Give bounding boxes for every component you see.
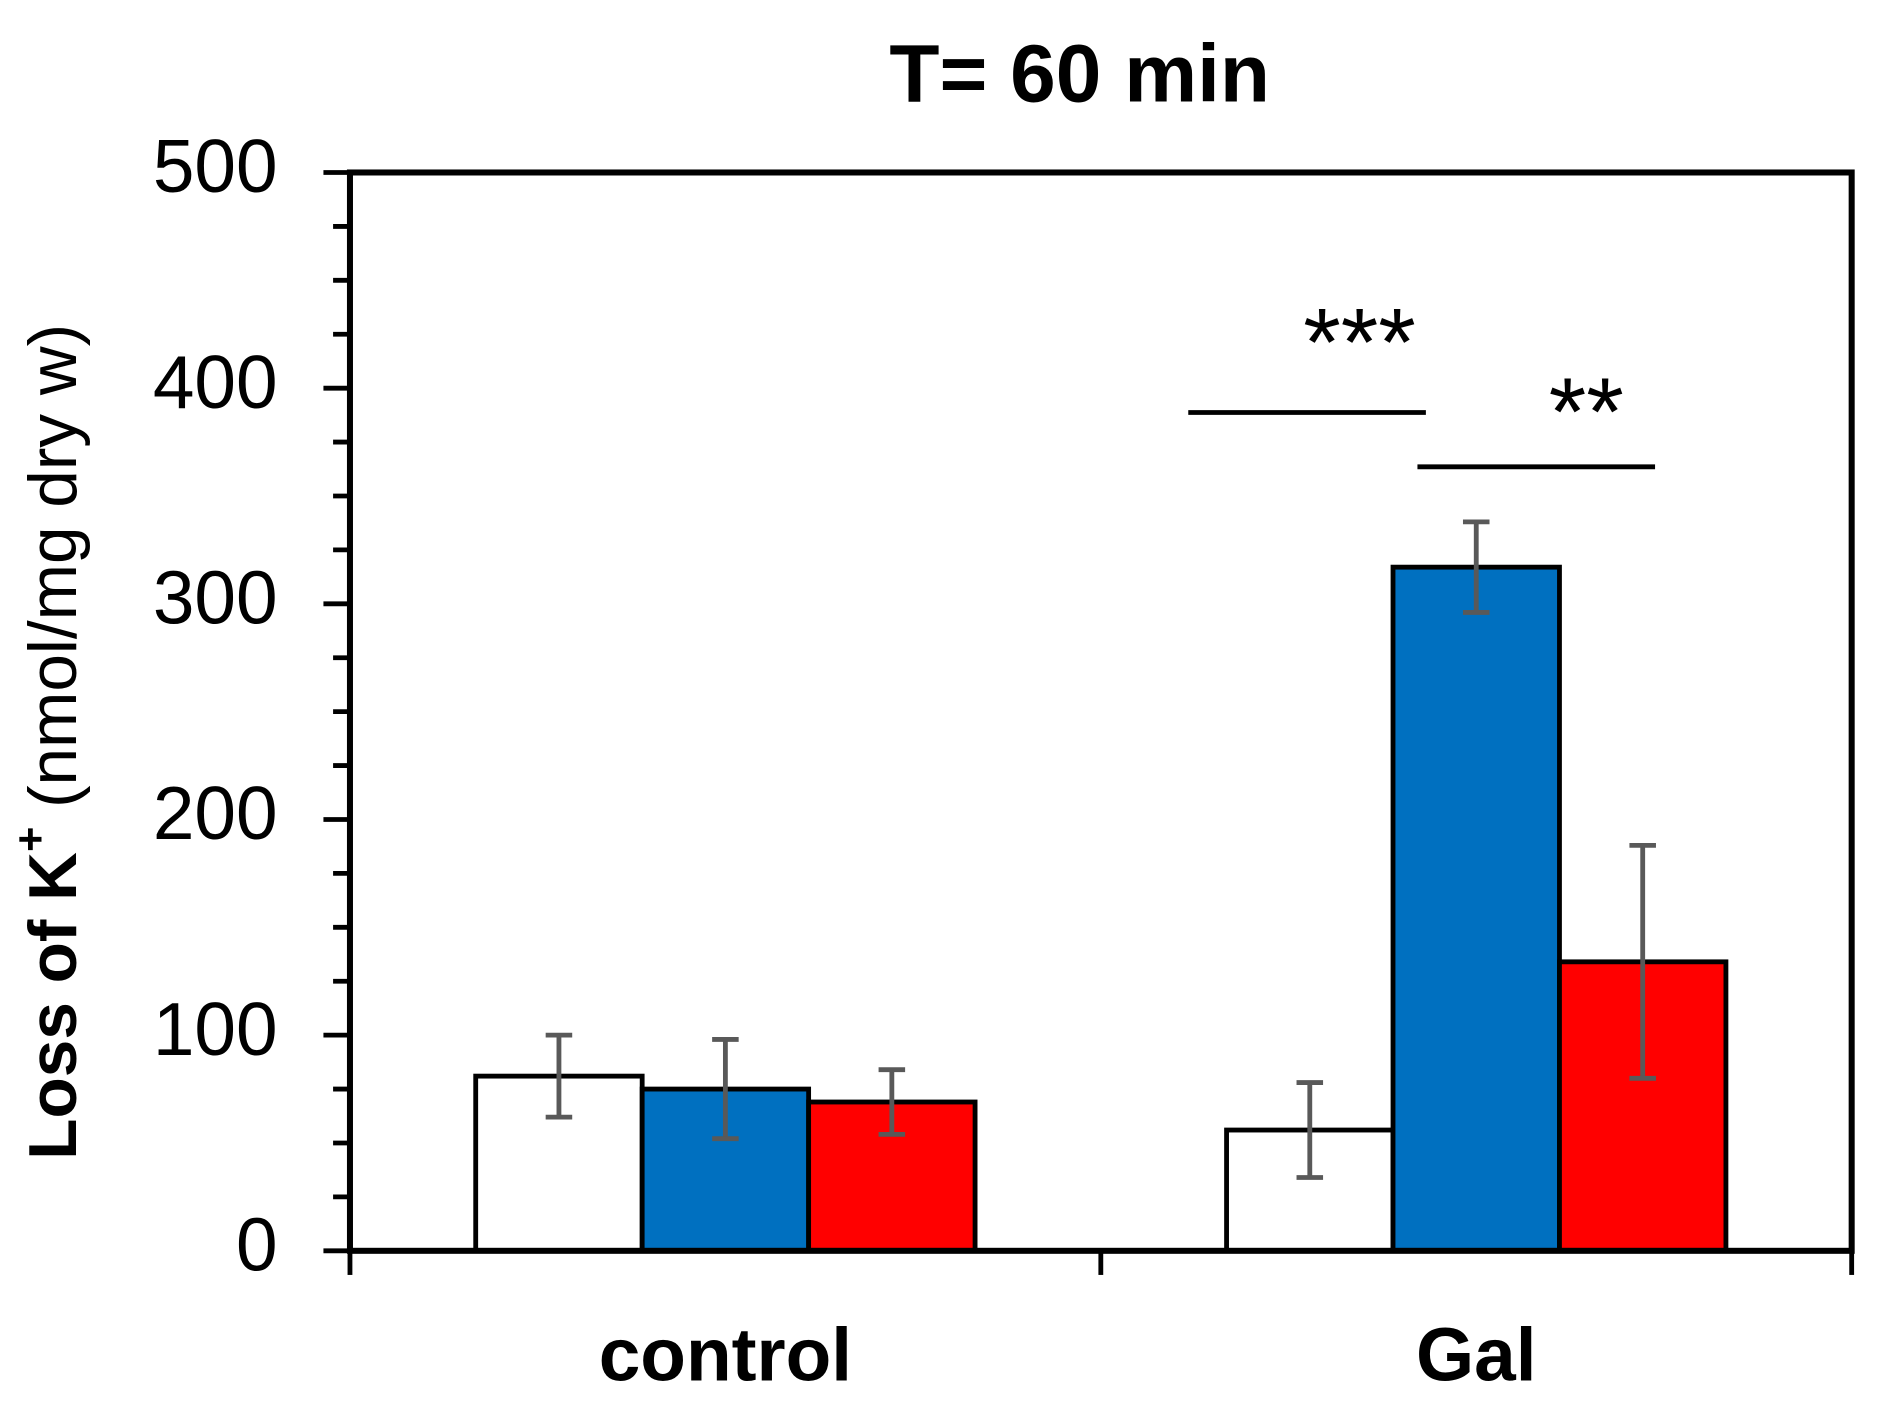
significance-label: ** — [1549, 359, 1624, 466]
y-tick-label: 500 — [153, 124, 278, 208]
error-bar — [712, 1037, 739, 1142]
y-tick-label: 400 — [153, 340, 278, 424]
y-tick-label: 200 — [153, 771, 278, 855]
error-bar — [545, 1032, 573, 1120]
y-tick-label: 0 — [236, 1203, 278, 1287]
y-axis-label-sup: + — [7, 827, 55, 852]
bar — [1390, 564, 1562, 1254]
y-tick-label: 100 — [153, 987, 278, 1071]
x-tick-label: control — [599, 1312, 852, 1396]
y-axis-label: Loss of K+ (nmol/mg dry w) — [7, 324, 90, 1160]
x-tick-label: Gal — [1416, 1312, 1537, 1396]
error-bar — [1296, 1080, 1324, 1180]
y-axis-label-main: Loss of K — [16, 852, 91, 1160]
error-bar — [878, 1067, 906, 1137]
y-tick-label: 300 — [153, 556, 278, 640]
error-bar — [1629, 842, 1656, 1081]
y-axis-label-unit: (nmol/mg dry w) — [16, 324, 91, 827]
error-bar — [1462, 519, 1490, 615]
chart-title: T= 60 min — [889, 28, 1270, 119]
significance-label: *** — [1303, 289, 1416, 396]
